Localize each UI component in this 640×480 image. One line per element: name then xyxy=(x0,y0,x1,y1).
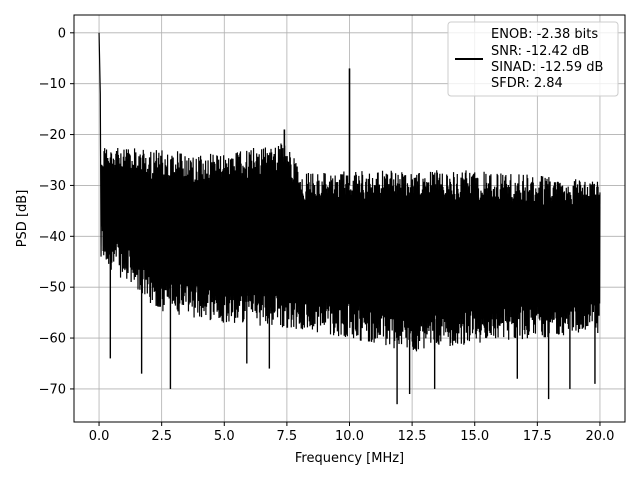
x-axis-label: Frequency [MHz] xyxy=(295,451,404,466)
x-tick-label: 12.5 xyxy=(398,429,427,444)
x-tick-label: 5.0 xyxy=(214,429,235,444)
legend-box xyxy=(447,21,619,97)
x-tick-label: 10.0 xyxy=(335,429,364,444)
legend: ENOB: -2.38 bits SNR: -12.42 dB SINAD: -… xyxy=(447,21,619,97)
y-tick-label: −50 xyxy=(39,281,66,296)
plot-area xyxy=(98,32,601,405)
y-tick-label: −70 xyxy=(39,382,66,397)
y-tick-label: −30 xyxy=(39,179,66,194)
x-tick-label: 17.5 xyxy=(523,429,552,444)
legend-entry-sfdr: SFDR: 2.84 xyxy=(491,76,563,91)
psd-trace xyxy=(98,32,601,352)
x-tick-label: 0.0 xyxy=(89,429,110,444)
x-tick-label: 15.0 xyxy=(460,429,489,444)
legend-entry-sinad: SINAD: -12.59 dB xyxy=(491,60,603,75)
y-axis-label: PSD [dB] xyxy=(15,190,30,248)
x-tick-label: 20.0 xyxy=(585,429,614,444)
y-tick-label: −60 xyxy=(39,332,66,347)
legend-entry-enob: ENOB: -2.38 bits xyxy=(491,27,598,42)
x-tick-label: 7.5 xyxy=(277,429,298,444)
y-tick-label: −40 xyxy=(39,230,66,245)
legend-entry-snr: SNR: -12.42 dB xyxy=(491,44,589,59)
y-tick-label: −20 xyxy=(39,128,66,143)
x-tick-label: 2.5 xyxy=(151,429,172,444)
y-tick-label: 0 xyxy=(58,26,66,41)
y-tick-label: −10 xyxy=(39,77,66,92)
axis-ticks: 0.0 2.5 5.0 7.5 10.0 12.5 15.0 17.5 20.0 0 −10 −20 −… xyxy=(39,26,615,444)
